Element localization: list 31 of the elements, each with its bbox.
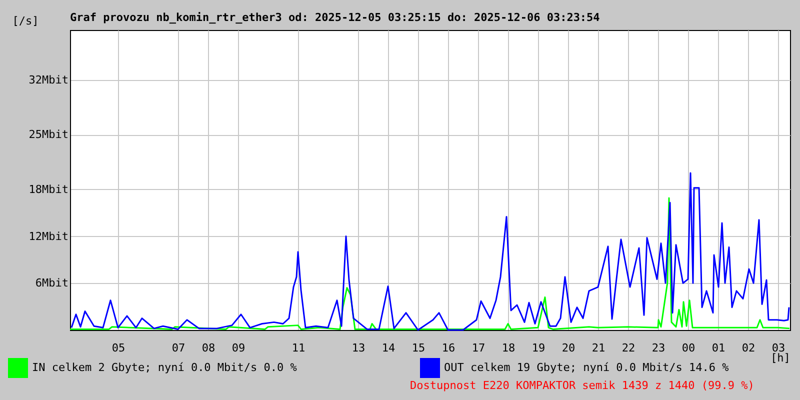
x-tick-label: 21	[592, 342, 606, 354]
chart-title: Graf provozu nb_komin_rtr_ether3 od: 2025-12-05 03:25:15 do: 2025-12-06 03:23:54	[70, 11, 600, 24]
x-tick-label: 19	[532, 342, 546, 354]
x-tick-label: 03	[772, 342, 786, 354]
y-tick-label: 32Mbit	[28, 74, 68, 86]
x-tick-label: 14	[382, 342, 396, 354]
x-tick-label: 20	[562, 342, 576, 354]
y-tick-label: 12Mbit	[28, 230, 68, 243]
x-tick-label: 23	[652, 342, 666, 354]
x-axis-title: [h]	[770, 352, 790, 364]
x-tick-label: 11	[292, 342, 306, 354]
x-tick-label: 05	[112, 342, 126, 354]
x-tick-label: 22	[622, 342, 636, 354]
y-tick-label: 18Mbit	[28, 182, 68, 196]
x-tick-label: 02	[742, 342, 756, 354]
x-tick-label: 17	[472, 342, 486, 354]
x-tick-label: 00	[682, 342, 696, 354]
x-tick-label: 01	[712, 342, 726, 354]
x-tick-label: 09	[232, 342, 246, 354]
y-tick-label: 25Mbit	[28, 128, 68, 142]
x-tick-label: 16	[442, 342, 456, 354]
x-tick-label: 08	[202, 342, 216, 354]
legend-label: IN celkem 2 Gbyte; nyní 0.0 Mbit/s 0.0 %	[32, 361, 298, 374]
x-tick-label: 07	[172, 342, 186, 354]
y-axis-title: [/s]	[12, 14, 39, 28]
x-tick-label: 13	[352, 342, 366, 354]
x-tick-label: 15	[412, 342, 426, 354]
legend-label: OUT celkem 19 Gbyte; nyní 0.0 Mbit/s 14.6 %	[444, 361, 730, 374]
y-tick-label: 6Mbit	[35, 276, 68, 290]
x-tick-label: 18	[502, 342, 516, 354]
text: Dostupnost E220 KOMPAKTOR semik 1439 z 1440 (99.9 %)	[410, 379, 754, 392]
